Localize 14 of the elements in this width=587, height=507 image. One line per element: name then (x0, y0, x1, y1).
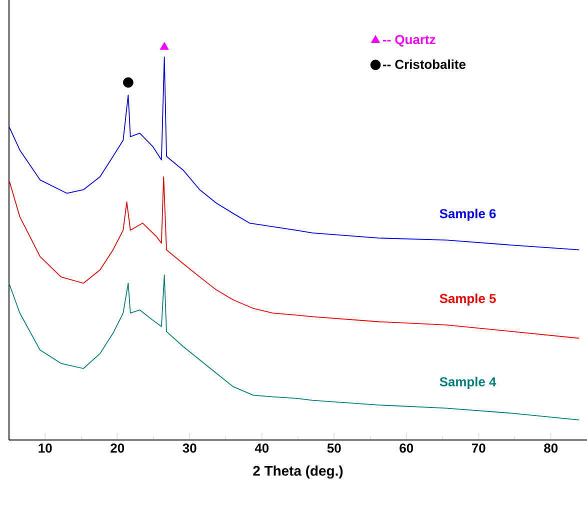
x-tick-label: 40 (254, 444, 269, 453)
series-label: Sample 4 (440, 376, 496, 389)
x-axis-title: 2 Theta (deg.) (253, 466, 343, 479)
x-tick-label: 10 (38, 444, 52, 453)
series-label: Sample 5 (440, 294, 496, 306)
series-label: Sample 6 (440, 208, 496, 221)
x-tick-label: 60 (400, 444, 414, 453)
x-tick-label: 50 (327, 444, 341, 453)
legend-label: -- Cristobalite (383, 59, 466, 69)
x-tick-label: 80 (544, 444, 558, 453)
x-tick-label: 20 (110, 444, 124, 453)
x-tick-label: 30 (182, 444, 196, 453)
x-tick-label: 70 (472, 444, 486, 453)
legend-label: -- Quartz (383, 34, 436, 47)
